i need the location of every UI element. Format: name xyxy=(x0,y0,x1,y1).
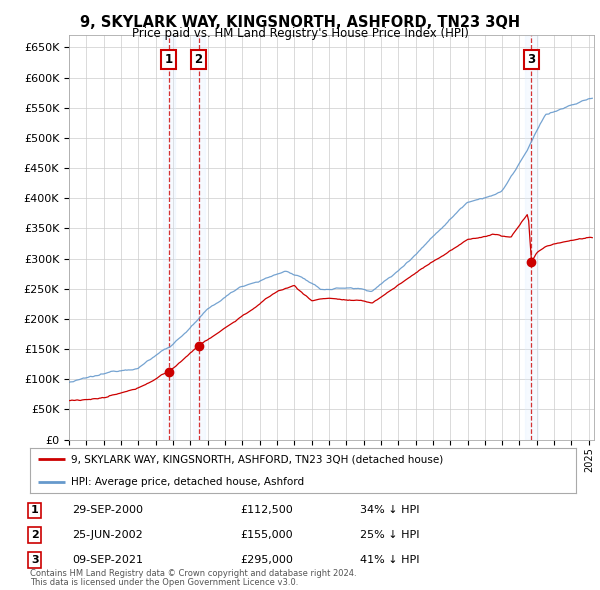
Text: 3: 3 xyxy=(527,53,536,66)
Text: £295,000: £295,000 xyxy=(240,555,293,565)
Text: 1: 1 xyxy=(31,506,38,515)
Text: 25% ↓ HPI: 25% ↓ HPI xyxy=(360,530,419,540)
Text: 3: 3 xyxy=(31,555,38,565)
Text: 34% ↓ HPI: 34% ↓ HPI xyxy=(360,506,419,515)
Text: 2: 2 xyxy=(194,53,203,66)
Text: This data is licensed under the Open Government Licence v3.0.: This data is licensed under the Open Gov… xyxy=(30,578,298,587)
Text: £112,500: £112,500 xyxy=(240,506,293,515)
Text: Contains HM Land Registry data © Crown copyright and database right 2024.: Contains HM Land Registry data © Crown c… xyxy=(30,569,356,578)
Text: Price paid vs. HM Land Registry's House Price Index (HPI): Price paid vs. HM Land Registry's House … xyxy=(131,27,469,40)
Text: 1: 1 xyxy=(164,53,173,66)
Bar xyxy=(163,35,175,440)
Text: 41% ↓ HPI: 41% ↓ HPI xyxy=(360,555,419,565)
Text: 09-SEP-2021: 09-SEP-2021 xyxy=(72,555,143,565)
Bar xyxy=(526,35,538,440)
Text: 9, SKYLARK WAY, KINGSNORTH, ASHFORD, TN23 3QH: 9, SKYLARK WAY, KINGSNORTH, ASHFORD, TN2… xyxy=(80,15,520,30)
Text: 29-SEP-2000: 29-SEP-2000 xyxy=(72,506,143,515)
Bar xyxy=(193,35,205,440)
Text: 25-JUN-2002: 25-JUN-2002 xyxy=(72,530,143,540)
Text: HPI: Average price, detached house, Ashford: HPI: Average price, detached house, Ashf… xyxy=(71,477,304,487)
Text: 2: 2 xyxy=(31,530,38,540)
Text: £155,000: £155,000 xyxy=(240,530,293,540)
Text: 9, SKYLARK WAY, KINGSNORTH, ASHFORD, TN23 3QH (detached house): 9, SKYLARK WAY, KINGSNORTH, ASHFORD, TN2… xyxy=(71,454,443,464)
